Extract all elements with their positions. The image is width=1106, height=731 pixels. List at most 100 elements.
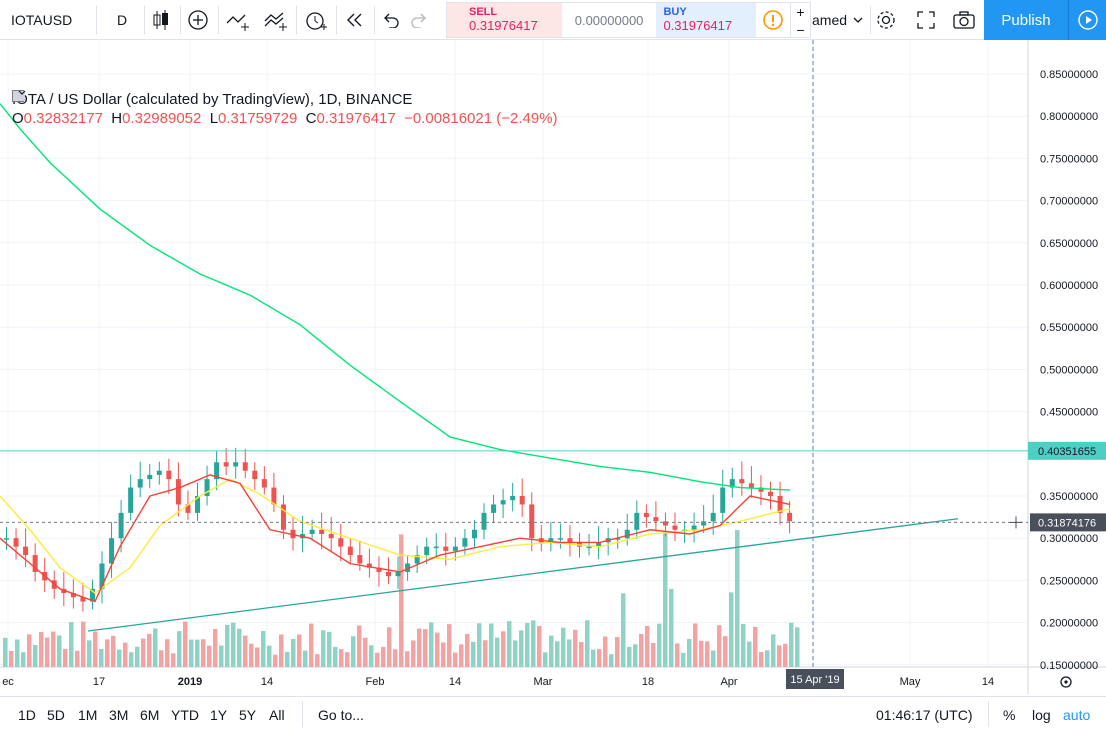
volume-bar — [387, 627, 392, 667]
volume-bar — [225, 624, 230, 667]
volume-bar — [87, 640, 92, 667]
axis-settings-icon — [1064, 680, 1068, 684]
range-ytd[interactable]: YTD — [171, 706, 199, 723]
candles-icon[interactable] — [150, 0, 172, 40]
replay-icon[interactable] — [342, 0, 368, 40]
volume-bar — [681, 652, 686, 667]
buy-button[interactable]: BUY 0.31976417 — [656, 3, 757, 37]
candle-body — [271, 487, 277, 505]
quantity-plus-button[interactable]: + — [796, 4, 805, 20]
moving-average-line — [0, 103, 791, 491]
volume-bar — [393, 649, 398, 667]
chevron-down-icon[interactable] — [18, 90, 26, 96]
auto-toggle[interactable]: auto — [1063, 706, 1091, 723]
fullscreen-icon[interactable] — [914, 0, 938, 40]
price-axis-label: 0.65000000 — [1040, 238, 1098, 250]
candle-body — [414, 555, 420, 564]
range-1m[interactable]: 1M — [78, 706, 98, 723]
volume-bar — [549, 635, 554, 667]
undo-icon[interactable] — [380, 0, 402, 40]
volume-bar — [321, 630, 326, 667]
redo-icon[interactable] — [408, 0, 430, 40]
close-label: C — [305, 110, 317, 127]
settings-icon[interactable] — [874, 0, 898, 40]
symbol-search[interactable]: IOTAUSD — [11, 12, 73, 28]
volume-bar — [561, 627, 566, 667]
time-axis-label: Mar — [534, 676, 553, 688]
volume-bar — [333, 646, 338, 667]
price-axis-label: 0.85000000 — [1040, 69, 1098, 81]
range-3m[interactable]: 3M — [109, 706, 129, 723]
volume-bar — [351, 636, 356, 667]
range-1y[interactable]: 1Y — [210, 706, 228, 723]
volume-bar — [609, 654, 614, 667]
time-axis-label: Apr — [720, 676, 737, 688]
add-indicator-icon[interactable] — [186, 0, 210, 40]
range-5y[interactable]: 5Y — [239, 706, 257, 723]
candle-body — [338, 538, 344, 547]
indicators-icon[interactable] — [224, 0, 252, 40]
volume-bar — [477, 623, 482, 667]
range-all[interactable]: All — [269, 706, 285, 723]
sell-button[interactable]: SELL 0.31976417 — [447, 3, 562, 37]
publish-button[interactable]: Publish — [984, 0, 1068, 40]
candle-body — [462, 538, 468, 547]
camera-icon[interactable] — [952, 0, 976, 40]
candle-body — [109, 538, 115, 564]
level-price-badge — [1028, 441, 1106, 460]
range-6m[interactable]: 6M — [140, 706, 160, 723]
percent-toggle[interactable]: % — [1003, 706, 1016, 723]
compare-icon[interactable] — [262, 0, 290, 40]
candle-body — [4, 538, 9, 540]
volume-bar — [591, 649, 596, 667]
volume-bar — [585, 620, 590, 667]
range-5d[interactable]: 5D — [47, 706, 65, 723]
sell-price: 0.31976417 — [469, 18, 538, 33]
range-1d[interactable]: 1D — [18, 706, 36, 723]
interval-button[interactable]: D — [116, 12, 128, 28]
candle-body — [23, 546, 29, 556]
candle-body — [328, 533, 334, 539]
price-axis-label: 0.50000000 — [1040, 364, 1098, 376]
volume-bar — [729, 592, 734, 667]
volume-bar — [555, 641, 560, 667]
quantity-minus-button[interactable]: − — [796, 22, 805, 38]
volume-bar — [111, 635, 116, 667]
layout-name[interactable]: amed — [812, 0, 870, 40]
candle-body — [13, 538, 19, 547]
time-axis-label: ec — [2, 676, 14, 688]
price-chart[interactable]: 0.85000000 0.80000000 0.75000000 0.70000000… — [0, 40, 1106, 694]
level-price-label: 0.40351655 — [1038, 446, 1096, 458]
volume-bar — [369, 645, 374, 667]
candle-body — [729, 479, 735, 488]
candle-body — [510, 496, 516, 501]
alert-icon[interactable] — [303, 0, 329, 40]
volume-bar — [453, 652, 458, 667]
volume-bar — [249, 643, 254, 667]
price-axis-label: 0.20000000 — [1040, 618, 1098, 630]
divider — [988, 701, 989, 727]
hide-icon[interactable] — [12, 90, 26, 102]
goto-button[interactable]: Go to... — [318, 706, 364, 723]
volume-bar — [753, 626, 758, 667]
volume-bar — [285, 651, 290, 667]
volume-bar — [429, 622, 434, 667]
volume-bar — [201, 639, 206, 667]
play-icon[interactable] — [1068, 0, 1106, 40]
candle-body — [223, 462, 229, 467]
log-toggle[interactable]: log — [1032, 706, 1051, 723]
candle-body — [548, 538, 554, 543]
divider — [336, 6, 337, 34]
volume-bar — [759, 651, 764, 667]
volume-bar — [45, 637, 50, 667]
candle-body — [175, 479, 181, 505]
low-value: 0.31759729 — [218, 110, 298, 127]
info-icon[interactable] — [756, 3, 790, 37]
clock[interactable]: 01:46:17 (UTC) — [876, 706, 973, 723]
volume-bar — [165, 639, 170, 667]
candle-body — [481, 512, 487, 530]
volume-bar — [339, 649, 344, 667]
spread-value: 0.00000000 — [574, 12, 644, 28]
candle-body — [99, 563, 105, 589]
chart-area[interactable]: 0.85000000 0.80000000 0.75000000 0.70000000… — [0, 40, 1106, 694]
